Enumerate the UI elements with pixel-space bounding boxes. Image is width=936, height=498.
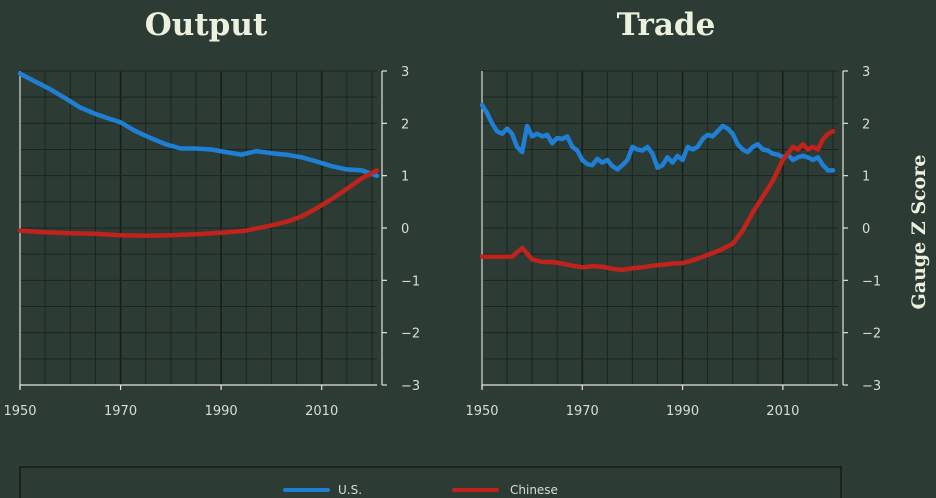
output-panel: Output 1950 1970 1990 2010 3 2 1 0 −1 −2 −3 [3,7,420,419]
trade-title: Trade [617,7,716,43]
trade-y-tick-m1: −1 [862,274,881,289]
trade-grid [481,70,838,386]
output-y-tick-0: 0 [401,222,409,237]
output-series [17,71,380,239]
trade-y-tick-3: 3 [862,65,870,80]
output-y-tick-m2: −2 [401,327,420,342]
output-y-tick-m3: −3 [401,379,420,394]
trade-x-ticks: 1950 1970 1990 2010 [465,385,799,419]
output-series-us [17,71,380,178]
output-y-tick-1: 1 [401,170,409,185]
trade-series-us [479,102,836,173]
output-x-ticks: 1950 1970 1990 2010 [3,385,338,419]
trade-y-tick-1: 1 [862,170,870,185]
trade-x-tick-2010: 2010 [766,404,799,419]
output-title: Output [145,7,268,43]
legend: U.S. Chinese [19,466,842,498]
output-x-tick-2010: 2010 [305,404,338,419]
trade-y-tick-2: 2 [862,117,870,132]
y-axis-title: Gauge Z Score [908,155,930,310]
output-series-chinese [17,168,380,239]
trade-y-tick-0: 0 [862,222,870,237]
trade-y-tick-m2: −2 [862,327,881,342]
output-y-tick-3: 3 [401,65,409,80]
trade-x-tick-1950: 1950 [465,404,498,419]
trade-series [479,102,836,273]
trade-x-tick-1970: 1970 [566,404,599,419]
trade-y-tick-m3: −3 [862,379,881,394]
trade-series-chinese [479,128,836,273]
legend-label-us: U.S. [338,483,362,497]
trade-axes [481,71,844,389]
output-y-tick-2: 2 [401,117,409,132]
trade-x-tick-1990: 1990 [666,404,699,419]
trade-y-ticks: 3 2 1 0 −1 −2 −3 [843,65,881,394]
output-y-ticks: 3 2 1 0 −1 −2 −3 [382,65,420,394]
legend-box [19,466,842,498]
trade-panel: Trade 1950 1970 1990 2010 3 2 1 0 −1 −2 −3 [465,7,881,419]
output-y-tick-m1: −1 [401,274,420,289]
output-x-tick-1950: 1950 [3,404,36,419]
output-grid [19,70,377,386]
output-x-tick-1970: 1970 [104,404,137,419]
output-x-tick-1990: 1990 [205,404,238,419]
legend-label-chinese: Chinese [510,483,558,497]
output-axes [19,71,383,389]
